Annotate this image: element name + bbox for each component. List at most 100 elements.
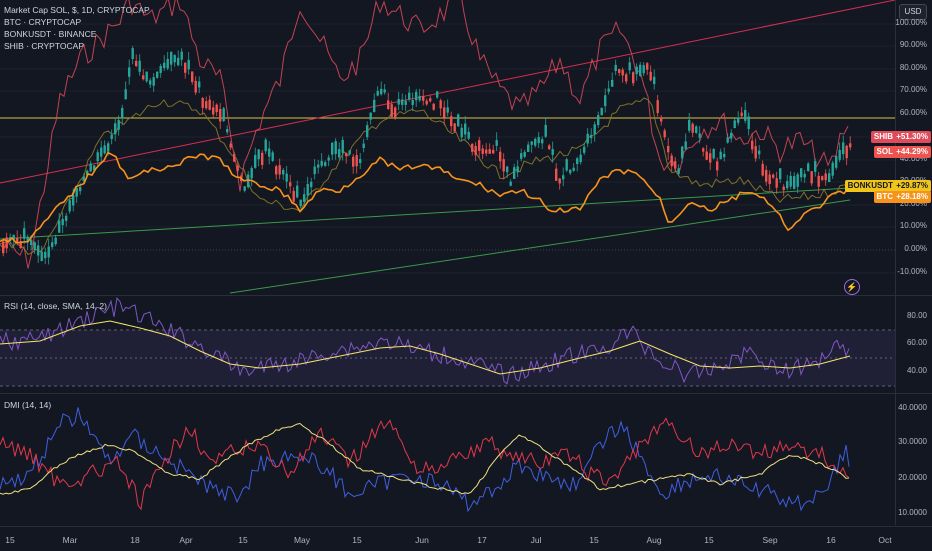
candle-body	[471, 143, 474, 152]
candle-body	[502, 159, 505, 172]
legend-shib[interactable]: SHIB · CRYPTOCAP	[4, 41, 84, 51]
candle-body	[828, 173, 831, 182]
candle-body	[576, 158, 579, 164]
candle-body	[173, 55, 176, 63]
main-chart-pane[interactable]: Market Cap SOL, $, 1D, CRYPTOCAP BTC · C…	[0, 0, 895, 295]
candle-body	[390, 104, 393, 118]
candle-body	[68, 200, 71, 212]
candle-body	[212, 107, 215, 115]
rsi-line	[0, 297, 850, 385]
btc-line	[0, 151, 849, 244]
candle-body	[397, 98, 400, 105]
dmi-title[interactable]: DMI (14, 14)	[4, 400, 52, 410]
candle-body	[548, 145, 551, 150]
legend-btc[interactable]: BTC · CRYPTOCAP	[4, 17, 82, 27]
candle-body	[555, 168, 558, 181]
candle-body	[324, 162, 327, 166]
candle-body	[513, 167, 516, 179]
time-label: 15	[589, 535, 599, 545]
price-chart[interactable]	[0, 0, 895, 295]
candle-body	[719, 151, 722, 160]
candle-body	[138, 60, 141, 72]
candle-body	[432, 103, 435, 110]
candle-body	[166, 58, 169, 69]
candle-body	[82, 176, 85, 181]
dmi-chart[interactable]	[0, 394, 895, 525]
lower-trendline	[229, 199, 851, 294]
candle-body	[177, 57, 180, 66]
candle-body	[229, 143, 232, 148]
shib-name-tag: SHIB	[870, 131, 896, 143]
candle-body	[635, 66, 638, 75]
price-axis[interactable]: USD 100.00%90.00%80.00%70.00%60.00%50.00…	[844, 0, 932, 295]
candle-body	[712, 148, 715, 159]
candle-body	[667, 145, 670, 153]
candle-body	[411, 99, 414, 105]
legend-bonk[interactable]: BONKUSDT · BINANCE	[4, 29, 97, 39]
candle-body	[222, 108, 225, 121]
candle-body	[170, 51, 173, 65]
candle-body	[310, 181, 313, 188]
candle-body	[359, 159, 362, 163]
candle-body	[684, 141, 687, 149]
candle-body	[702, 148, 705, 152]
dmi-minus-line	[0, 417, 850, 511]
price-tick: 90.00%	[899, 40, 927, 49]
candle-body	[271, 152, 274, 161]
candle-body	[79, 187, 82, 192]
candle-body	[5, 237, 8, 249]
btc-name-tag: BTC	[873, 191, 896, 203]
legend-main-symbol[interactable]: Market Cap SOL, $, 1D, CRYPTOCAP	[4, 5, 150, 15]
candle-body	[75, 187, 78, 197]
price-tick: 40.00%	[899, 154, 927, 163]
time-label: 15	[238, 535, 248, 545]
candle-body	[593, 124, 596, 135]
dmi-tick: 20.0000	[898, 473, 927, 482]
candle-body	[572, 167, 575, 171]
rsi-axis[interactable]: 80.00 60.00 40.00	[895, 296, 932, 393]
candle-body	[233, 153, 236, 162]
candle-body	[58, 220, 61, 233]
rsi-pane[interactable]: RSI (14, close, SMA, 14, 2)	[0, 296, 895, 393]
rsi-ma-line	[0, 320, 851, 375]
dmi-pane[interactable]: DMI (14, 14)	[0, 394, 895, 525]
adx-line	[0, 422, 850, 495]
candle-body	[681, 146, 684, 159]
candle-body	[250, 168, 253, 179]
candle-body	[558, 178, 561, 184]
currency-button[interactable]: USD	[899, 4, 927, 20]
time-axis[interactable]: 15 Mar 18 Apr 15 May 15 Jun 17 Jul 15 Au…	[0, 526, 932, 551]
candle-body	[33, 242, 36, 250]
rsi-chart[interactable]	[0, 296, 895, 393]
candle-body	[292, 190, 295, 202]
candle-body	[677, 168, 680, 174]
candle-body	[737, 117, 740, 123]
candle-body	[761, 163, 764, 176]
candle-body	[660, 117, 663, 122]
price-tick: -10.00%	[897, 267, 927, 276]
candle-body	[86, 170, 89, 176]
candle-body	[16, 237, 19, 244]
dmi-axis[interactable]: 40.0000 30.0000 20.0000 10.0000	[895, 394, 932, 525]
candle-body	[187, 59, 190, 70]
candle-body	[814, 161, 817, 172]
candle-body	[352, 156, 355, 167]
candle-body	[807, 163, 810, 172]
candle-body	[194, 80, 197, 93]
candle-body	[810, 171, 813, 184]
shib-value-tag: +51.30%	[893, 131, 931, 143]
sol-name-tag: SOL	[873, 146, 896, 158]
candle-body	[646, 63, 649, 70]
candle-body	[110, 134, 113, 140]
candle-body	[614, 64, 617, 72]
candle-body	[663, 130, 666, 138]
candle-body	[51, 242, 54, 248]
candle-body	[100, 147, 103, 157]
candle-body	[443, 107, 446, 118]
candle-body	[394, 107, 397, 118]
lightning-icon[interactable]: ⚡	[844, 279, 860, 295]
candle-body	[821, 176, 824, 181]
rsi-title[interactable]: RSI (14, close, SMA, 14, 2)	[4, 301, 107, 311]
dmi-tick: 40.0000	[898, 403, 927, 412]
candle-body	[19, 241, 22, 249]
